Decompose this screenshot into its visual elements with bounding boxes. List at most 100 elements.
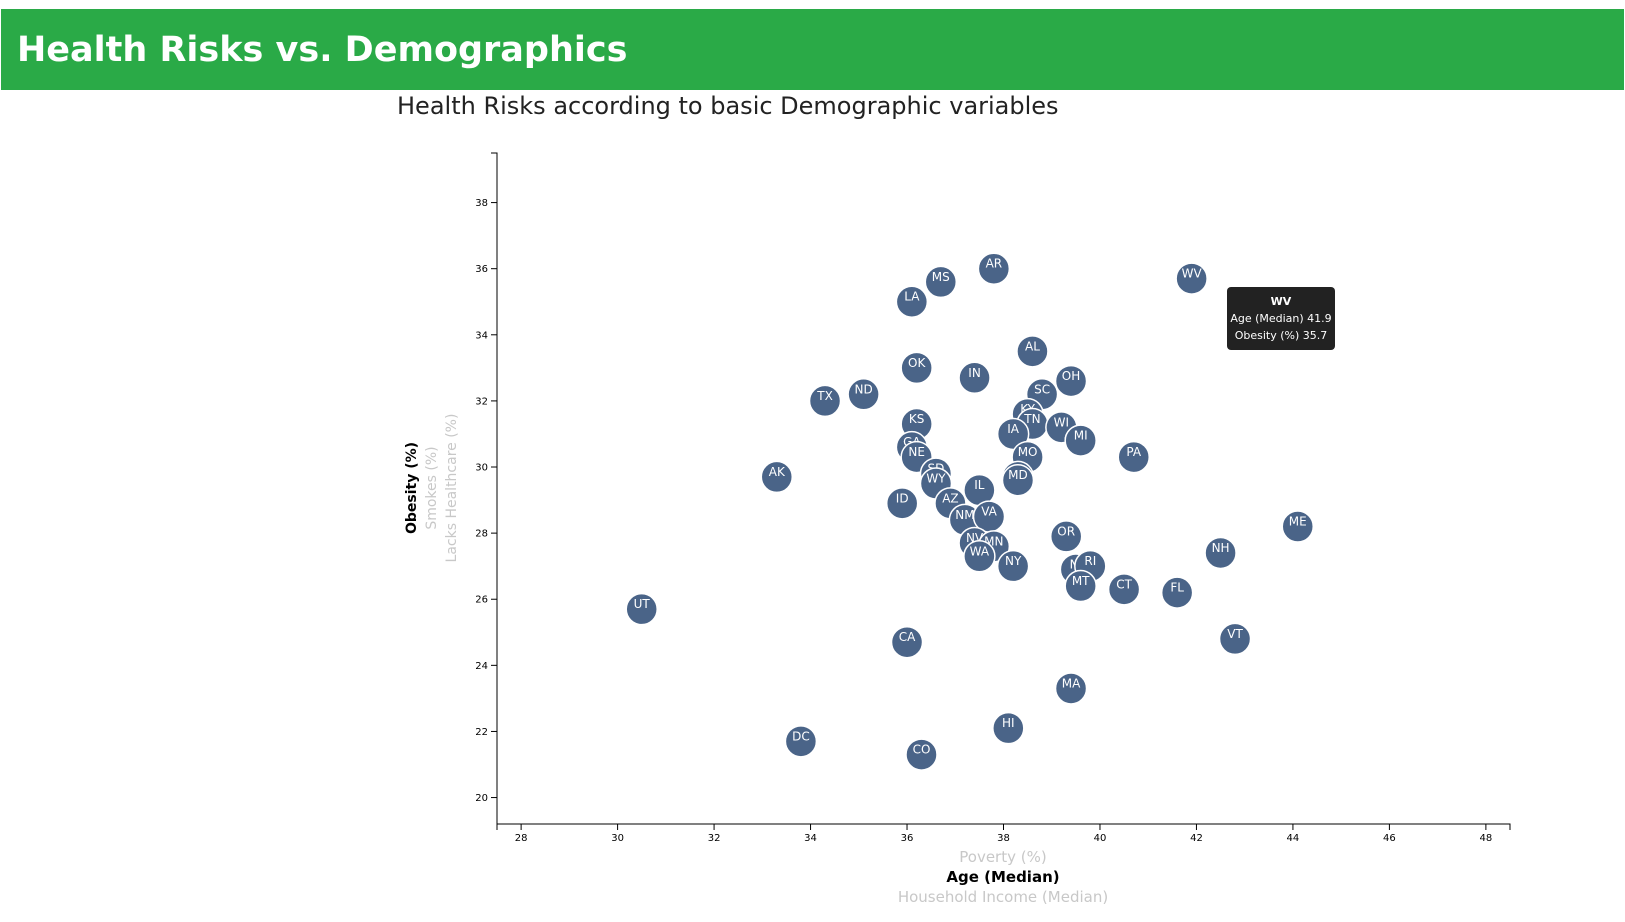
page-header: Health Risks vs. Demographics [1,9,1624,90]
y-axis-label[interactable]: Obesity (%) [404,442,420,534]
y-tick-label: 38 [475,198,488,209]
x-axis-label[interactable]: Age (Median) [946,868,1059,886]
state-label: VT [1227,627,1243,641]
state-point[interactable] [1064,424,1097,457]
state-label: VA [981,505,997,519]
state-label: UT [634,597,651,611]
x-tick-label: 48 [1480,833,1493,844]
state-label: WY [926,472,946,486]
state-point[interactable] [1049,520,1083,553]
state-label: WA [970,544,990,558]
state-label: DC [792,729,810,743]
state-point[interactable] [1054,672,1088,705]
state-point[interactable] [1218,622,1252,656]
state-point[interactable] [890,625,924,659]
state-label: AK [769,465,786,479]
state-label: FL [1170,581,1184,595]
state-label: WI [1054,415,1069,429]
state-point[interactable] [1160,576,1194,609]
state-label: MS [932,270,950,284]
state-label: MA [1062,676,1081,690]
state-label: OH [1062,369,1080,383]
y-axis-label[interactable]: Smokes (%) [424,446,440,529]
state-point[interactable] [1281,510,1315,543]
state-label: MT [1072,574,1090,588]
state-point[interactable] [977,252,1011,285]
y-tick-label: 36 [475,264,488,275]
state-point[interactable] [1175,262,1208,295]
state-point[interactable] [1064,569,1097,603]
state-label: OK [908,356,926,370]
state-point[interactable] [996,417,1030,451]
state-point[interactable] [963,540,996,573]
state-label: CO [913,743,931,757]
y-tick-label: 30 [475,463,488,474]
state-label: MO [1018,445,1038,459]
y-tick-label: 20 [475,793,488,804]
state-point[interactable] [625,592,658,626]
state-point[interactable] [847,378,880,411]
state-point[interactable] [924,265,958,299]
state-label: MI [1074,429,1088,443]
state-point[interactable] [900,351,933,385]
state-point[interactable] [808,384,842,418]
state-label: CA [899,630,916,644]
state-point[interactable] [784,725,818,758]
state-label: KS [909,412,925,426]
state-label: AR [986,257,1003,271]
y-tick-label: 34 [475,330,488,341]
y-axis-label[interactable]: Lacks Healthcare (%) [444,414,460,563]
state-label: NE [908,445,925,459]
state-label: ID [896,491,909,505]
state-point[interactable] [760,460,794,494]
x-tick-label: 34 [804,833,817,844]
state-point[interactable] [992,711,1025,745]
state-point[interactable] [1204,536,1237,570]
state-point[interactable] [905,738,938,771]
tooltip-line-x: Age (Median) 41.9 [1230,312,1332,325]
state-label: IA [1007,422,1020,436]
state-label: AZ [942,491,958,505]
y-tick-label: 22 [475,727,488,738]
page-title: Health Risks vs. Demographics [17,29,628,70]
chart-title: Health Risks according to basic Demograp… [397,92,1059,120]
state-label: HI [1002,716,1015,730]
tooltip-line-y: Obesity (%) 35.7 [1234,329,1328,342]
state-point[interactable] [1054,364,1088,398]
x-tick-label: 30 [611,833,624,844]
state-point[interactable] [958,361,991,395]
state-point[interactable] [895,285,929,318]
tooltip-title: WV [1270,295,1292,308]
state-label: NY [1005,554,1022,568]
state-label: NM [955,508,974,522]
state-label: PA [1126,445,1141,459]
x-tick-label: 44 [1287,833,1300,844]
x-tick-label: 38 [997,833,1010,844]
state-point[interactable] [885,487,919,520]
x-axis-label[interactable]: Poverty (%) [959,848,1046,866]
state-label: CT [1116,577,1132,591]
x-tick-label: 32 [708,833,721,844]
state-label: OR [1057,524,1075,538]
state-label: MD [1008,468,1028,482]
y-tick-label: 32 [475,396,488,407]
x-tick-label: 28 [515,833,528,844]
x-tick-label: 36 [901,833,914,844]
state-label: NH [1212,541,1230,555]
y-tick-label: 24 [475,661,488,672]
state-point[interactable] [1117,440,1150,474]
x-tick-label: 46 [1383,833,1396,844]
x-tick-label: 40 [1094,833,1107,844]
state-point[interactable] [996,549,1030,583]
state-point[interactable] [1016,335,1049,368]
state-label: SC [1034,382,1050,396]
state-point[interactable] [1107,573,1141,606]
state-label: LA [904,290,920,304]
state-label: ME [1289,515,1307,529]
x-axis-label[interactable]: Household Income (Median) [898,888,1108,906]
y-tick-label: 26 [475,595,488,606]
y-tick-label: 28 [475,529,488,540]
state-label: IL [974,478,985,492]
state-point[interactable] [1001,463,1035,497]
state-label: IN [968,366,981,380]
